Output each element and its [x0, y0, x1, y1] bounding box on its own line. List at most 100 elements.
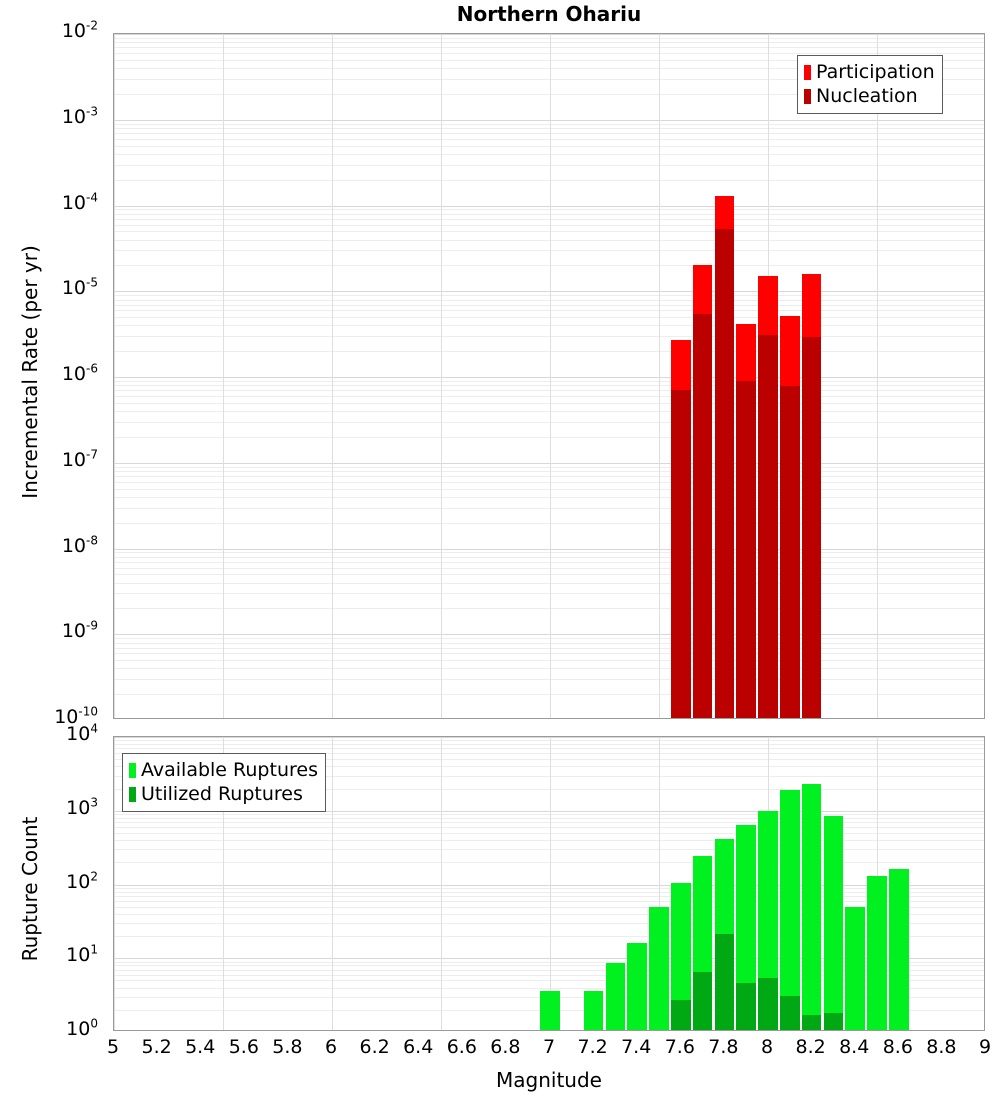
gridline-minor	[114, 862, 984, 863]
gridline-minor	[114, 901, 984, 902]
gridline-minor	[114, 300, 984, 301]
gridline-minor	[114, 744, 984, 745]
gridline-minor	[114, 411, 984, 412]
gridline-minor	[114, 165, 984, 166]
gridline-vertical	[550, 34, 551, 718]
gridline-minor	[114, 390, 984, 391]
gridline-minor	[114, 476, 984, 477]
bar-nucleation	[692, 313, 713, 718]
y-tick-label: 103	[66, 795, 98, 819]
gridline-minor	[114, 638, 984, 639]
gridline-minor	[114, 822, 984, 823]
bar-nucleation	[801, 337, 822, 718]
bar-utilized-ruptures	[714, 934, 735, 1030]
gridline-vertical	[550, 737, 551, 1030]
gridline-minor	[114, 896, 984, 897]
legend-item[interactable]: Nucleation	[804, 84, 935, 108]
y-tick-label: 10-9	[61, 618, 98, 643]
bar-utilized-ruptures	[801, 1015, 822, 1030]
gridline-minor	[114, 225, 984, 226]
legend-incremental-rate: Participation Nucleation	[797, 55, 943, 114]
x-tick-label: 8	[760, 1036, 774, 1058]
y-tick-label: 10-3	[61, 104, 98, 128]
gridline-vertical	[877, 34, 878, 718]
gridline-major	[114, 206, 984, 207]
bar-utilized-ruptures	[823, 1013, 844, 1030]
bar-available-ruptures	[540, 990, 560, 1030]
gridline-minor	[114, 489, 984, 490]
bar-nucleation	[758, 334, 778, 718]
bar-available-ruptures	[649, 906, 669, 1030]
gridline-major	[114, 737, 984, 738]
legend-label-nucleation: Nucleation	[816, 84, 918, 107]
bar-available-ruptures	[867, 876, 887, 1030]
gridline-minor	[114, 892, 984, 893]
legend-label-participation: Participation	[816, 60, 935, 83]
gridline-minor	[114, 679, 984, 680]
gridline-minor	[114, 668, 984, 669]
legend-swatch-participation	[804, 64, 811, 80]
gridline-minor	[114, 265, 984, 266]
gridline-minor	[114, 305, 984, 306]
x-tick-label: 7	[542, 1036, 556, 1058]
gridline-minor	[114, 139, 984, 140]
x-tick-label: 7.6	[664, 1036, 695, 1058]
gridline-minor	[114, 209, 984, 210]
gridline-minor	[114, 818, 984, 819]
x-tick-label: 5.8	[272, 1036, 303, 1058]
gridline-minor	[114, 482, 984, 483]
gridline-minor	[114, 250, 984, 251]
gridline-minor	[114, 833, 984, 834]
x-tick-label: 5	[106, 1036, 120, 1058]
y-tick-label: 10-4	[61, 190, 98, 214]
x-tick-label: 8.6	[882, 1036, 913, 1058]
gridline-minor	[114, 814, 984, 815]
x-tick-label: 5.4	[185, 1036, 216, 1058]
y-axis-label-bottom: Rupture Count	[18, 816, 42, 962]
bar-available-ruptures	[627, 943, 648, 1030]
gridline-minor	[114, 351, 984, 352]
gridline-minor	[114, 552, 984, 553]
x-tick-label: 6.2	[359, 1036, 390, 1058]
legend-item[interactable]: Participation	[804, 60, 935, 84]
gridline-minor	[114, 497, 984, 498]
gridline-major	[114, 885, 984, 886]
gridline-minor	[114, 849, 984, 850]
x-tick-label: 6.4	[403, 1036, 434, 1058]
gridline-vertical	[332, 34, 333, 718]
gridline-minor	[114, 403, 984, 404]
gridline-major	[114, 34, 984, 35]
gridline-minor	[114, 154, 984, 155]
gridline-minor	[114, 42, 984, 43]
gridline-minor	[114, 133, 984, 134]
y-axis-ticks-top: 10-2 10-3 10-4 10-5 10-6 10-7 10-8 10-9 10-10	[0, 20, 106, 727]
gridline-minor	[114, 583, 984, 584]
gridline-minor	[114, 471, 984, 472]
gridline-major	[114, 463, 984, 464]
legend-item[interactable]: Available Ruptures	[129, 758, 318, 782]
gridline-vertical	[441, 34, 442, 718]
gridline-minor	[114, 568, 984, 569]
bar-utilized-ruptures	[779, 995, 800, 1030]
x-tick-label: 7.4	[621, 1036, 652, 1058]
y-tick-label: 101	[66, 942, 98, 967]
gridline-minor	[114, 562, 984, 563]
gridline-minor	[114, 422, 984, 423]
gridline-minor	[114, 888, 984, 889]
gridline-minor	[114, 574, 984, 575]
gridline-minor	[114, 381, 984, 382]
y-tick-label: 10-10	[54, 704, 98, 728]
gridline-minor	[114, 128, 984, 129]
x-tick-label: 6	[324, 1036, 338, 1058]
bar-utilized-ruptures	[692, 971, 713, 1030]
gridline-minor	[114, 385, 984, 386]
gridline-minor	[114, 219, 984, 220]
gridline-minor	[114, 437, 984, 438]
x-tick-label: 5.6	[228, 1036, 259, 1058]
gridline-major	[114, 120, 984, 121]
bar-available-ruptures	[670, 882, 691, 1030]
y-tick-label: 10-5	[61, 275, 98, 300]
gridline-minor	[114, 523, 984, 524]
legend-item[interactable]: Utilized Ruptures	[129, 782, 318, 806]
